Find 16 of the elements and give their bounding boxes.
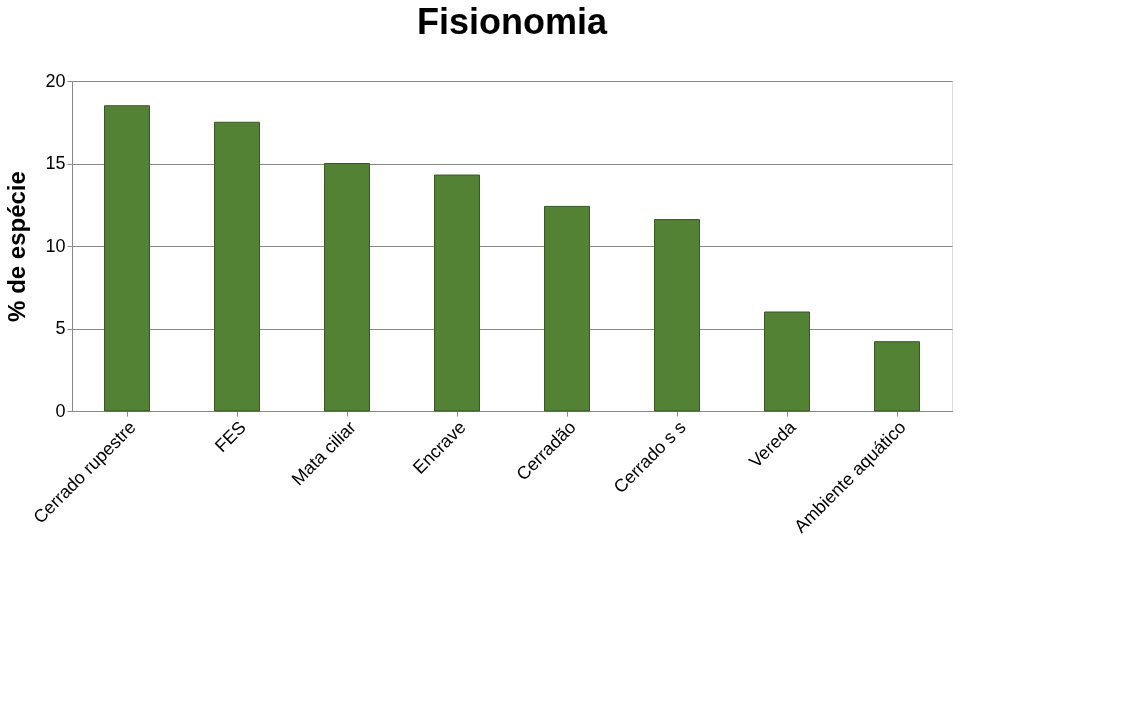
bar — [434, 174, 480, 412]
bar — [214, 121, 260, 412]
bar — [324, 163, 370, 412]
y-tick-label: 0 — [55, 400, 66, 421]
y-tick-label: 10 — [45, 235, 66, 256]
bar — [104, 105, 150, 412]
bar — [544, 205, 590, 412]
y-tick-label: 20 — [45, 70, 66, 91]
bar — [764, 311, 810, 412]
y-tick-label: 5 — [55, 318, 66, 338]
bar — [874, 341, 920, 412]
chart-title: Fisionomia — [416, 1, 608, 42]
bar — [654, 219, 700, 412]
y-axis-title: % de espécie — [3, 171, 31, 322]
y-tick-label: 15 — [45, 153, 66, 173]
x-tick-label: FES — [210, 417, 250, 456]
